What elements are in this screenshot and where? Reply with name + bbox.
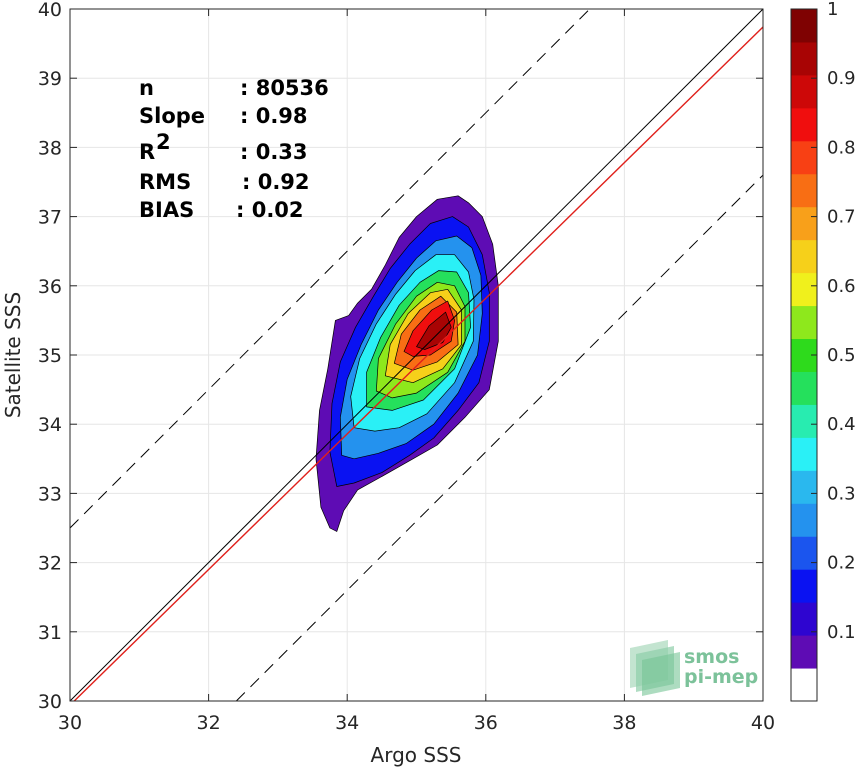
x-tick-label: 32 [197,712,221,734]
colorbar-tick-label: 1 [827,0,838,20]
logo-line2: pi-mep [684,666,758,688]
colorbar-tick-label: 0.4 [827,414,856,435]
colorbar-segment [791,272,817,307]
y-tick-label: 32 [38,553,62,575]
y-tick-label: 36 [38,276,62,298]
colorbar-segment [791,206,817,241]
colorbar-tick-label: 0.2 [827,553,856,574]
stat-value: : 0.33 [240,140,308,164]
y-tick-label: 37 [38,207,62,229]
colorbar-segment [791,107,817,142]
colorbar-segment [791,74,817,109]
colorbar-segment [791,239,817,274]
identity-line [70,9,763,701]
y-tick-label: 38 [38,137,62,159]
stat-label: n [139,76,154,100]
stat-label-superscript: 2 [156,130,171,154]
upper-bound-line [70,9,591,529]
y-tick-label: 40 [38,0,62,21]
colorbar-segment [791,41,817,76]
statistics-block: n : 80536 Slope : 0.98 R 2 : 0.33 RMS : 0.92 BIAS… [139,76,329,222]
lower-bound-line [235,174,763,701]
stat-value: : 0.98 [240,104,308,128]
y-tick-label: 39 [38,68,62,90]
x-tick-label: 30 [58,712,82,734]
colorbar-tick-label: 0.6 [827,276,856,297]
colorbar-tick-label: 0.3 [827,483,856,504]
stat-label: Slope [139,104,205,128]
stat-label: RMS [139,170,191,194]
colorbar-segment [791,536,817,570]
colorbar-segment [791,470,817,504]
y-axis-ticks: 30 31 32 33 34 35 36 37 38 39 40 [38,0,763,713]
colorbar-segment [791,305,817,340]
y-tick-label: 33 [38,483,62,505]
y-tick-label: 30 [38,691,62,713]
colorbar-segment [791,668,817,702]
x-tick-label: 38 [612,712,636,734]
stat-label: BIAS [139,198,194,222]
colorbar-tick-label: 0.8 [827,137,856,158]
colorbar-segment [791,173,817,208]
colorbar-segment [791,635,817,669]
smos-pi-mep-logo: smos pi-mep [630,640,758,696]
x-tick-label: 36 [474,712,498,734]
colorbar-segment [791,9,817,43]
y-tick-label: 31 [38,622,62,644]
logo-line1: smos [684,646,739,668]
x-tick-label: 34 [335,712,359,734]
colorbar-segment [791,404,817,438]
colorbar: 0.1 0.2 0.3 0.4 0.5 0.6 0.7 0.8 0.9 1 [790,0,856,702]
colorbar-tick-label: 0.9 [827,68,856,89]
x-axis-label: Argo SSS [371,743,462,767]
y-axis-label: Satellite SSS [1,292,25,418]
stat-value: : 0.02 [236,198,304,222]
stat-value: : 0.92 [242,170,310,194]
colorbar-tick-label: 0.7 [827,207,856,228]
y-tick-label: 35 [38,345,62,367]
colorbar-segment [791,569,817,603]
stat-value: : 80536 [240,76,329,100]
colorbar-segment [791,140,817,175]
colorbar-segment [791,503,817,537]
logo-mark-icon [630,640,680,696]
x-axis-ticks: 30 32 34 36 38 40 [58,9,775,734]
x-tick-label: 40 [751,712,775,734]
colorbar-tick-label: 0.5 [827,345,856,366]
colorbar-segment [791,437,817,471]
colorbar-tick-label: 0.1 [827,622,856,643]
stat-label: R [139,140,155,164]
regression-line [73,26,763,701]
y-tick-label: 34 [38,414,62,436]
reference-lines [70,9,763,701]
colorbar-segment [791,602,817,636]
colorbar-segment [791,371,817,405]
